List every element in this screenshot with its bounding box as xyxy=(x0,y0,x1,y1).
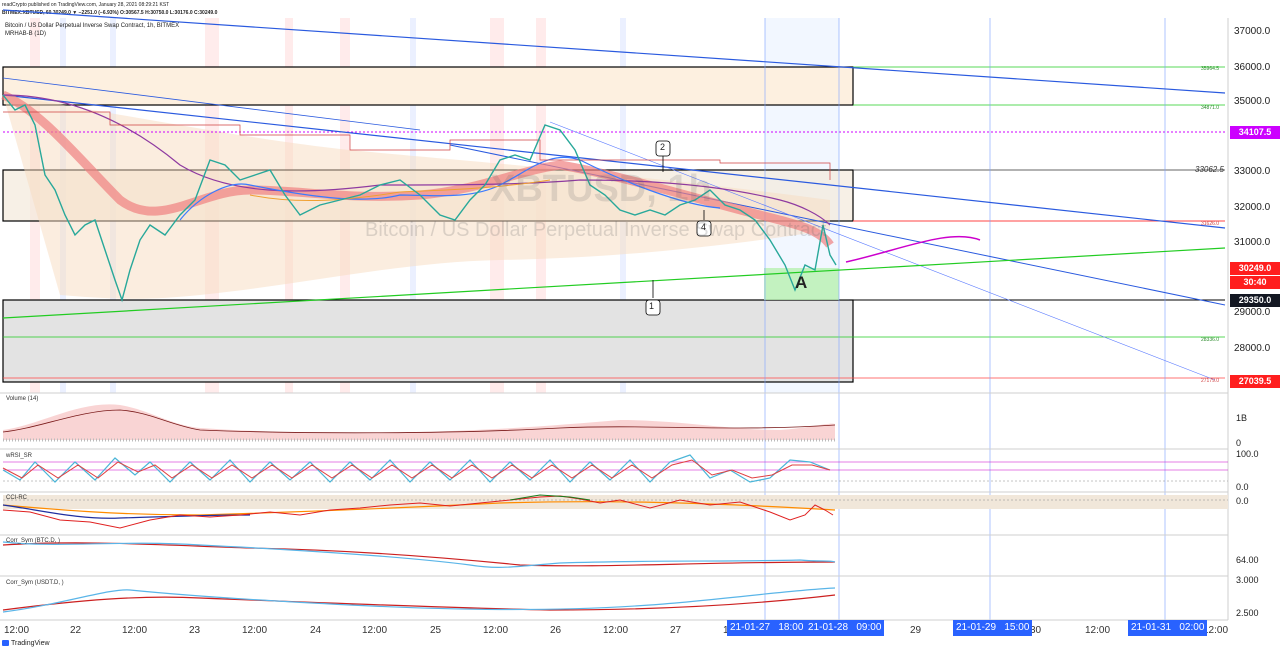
volume-tick: 0 xyxy=(1236,438,1242,448)
callout-4[interactable] xyxy=(696,210,712,237)
level-33062-label: 33062.5 xyxy=(1195,165,1224,174)
forecast-arrow[interactable] xyxy=(845,235,981,263)
wrsi-tick: 0.0 xyxy=(1236,482,1249,492)
wrsi-panel[interactable] xyxy=(2,454,1228,483)
wrsi-tick: 100.0 xyxy=(1236,449,1259,459)
legend-symbol: Bitcoin / US Dollar Perpetual Inverse Sw… xyxy=(5,23,180,29)
price-candles[interactable] xyxy=(2,94,837,303)
callout-2-label: 2 xyxy=(660,142,666,152)
time-highlight: 21-01-29 15:00 xyxy=(953,620,1033,636)
panel-title-corr-usdt: Corr_Sym (USDT.D, ) xyxy=(6,580,64,586)
time-tick: 12:00 xyxy=(122,625,148,636)
level-small-label: 34871.0 xyxy=(1201,105,1220,111)
callout-2[interactable] xyxy=(655,140,671,172)
marker-a: A xyxy=(795,273,808,292)
chart-header: readCrypto published on TradingView.com,… xyxy=(0,0,1280,18)
trendline-mid-blue[interactable] xyxy=(2,94,1226,229)
time-tick: 12:00 xyxy=(4,625,30,636)
panel-title-wrsi: wRSI_SR xyxy=(6,453,33,459)
time-tick: 24 xyxy=(310,625,322,636)
time-highlight: 21-01-28 09:00 xyxy=(805,620,885,636)
corr-btc-tick: 64.00 xyxy=(1236,555,1259,565)
time-tick: 1 xyxy=(723,625,729,636)
watermark-ticker: XBTUSD, 1h xyxy=(490,168,712,210)
trendline-top-short xyxy=(2,77,421,131)
time-tick: 30 xyxy=(1030,625,1042,636)
ma-blue xyxy=(179,156,721,221)
legend-indicator: MRHAB-B (1D) xyxy=(5,31,47,37)
corr-usdt-tick: 2.500 xyxy=(1236,608,1259,618)
level-small-label: 35964.5 xyxy=(1201,66,1220,72)
step-red-line xyxy=(3,111,831,180)
time-highlight: 21-01-31 02:00 xyxy=(1128,620,1208,636)
trendline-thin-blue[interactable] xyxy=(549,121,1216,381)
panel-title-cci: CCI-RC xyxy=(6,495,27,501)
time-tick: 12:00 xyxy=(242,625,268,636)
time-tick: 29 xyxy=(910,625,922,636)
footer-brand: TradingView xyxy=(11,640,50,647)
price-tick: 32000.0 xyxy=(1234,202,1271,213)
time-tick: 12:00 xyxy=(603,625,629,636)
time-tick: 23 xyxy=(189,625,201,636)
price-tick: 33000.0 xyxy=(1234,166,1271,177)
level-small-label: 31626.0 xyxy=(1201,221,1220,227)
watermark-name: Bitcoin / US Dollar Perpetual Inverse Sw… xyxy=(365,219,827,241)
trendline-green[interactable] xyxy=(2,247,1226,319)
time-tick: 12:00 xyxy=(483,625,509,636)
time-tick: 12:00 xyxy=(1085,625,1111,636)
time-tick: 27 xyxy=(670,625,682,636)
callout-4-label: 4 xyxy=(701,222,707,232)
time-tick: 12:00 xyxy=(1203,625,1229,636)
cci-tick: 0.0 xyxy=(1236,496,1249,506)
price-tick: 31000.0 xyxy=(1234,237,1271,248)
price-tick: 29000.0 xyxy=(1234,307,1271,318)
price-tag-last: 30249.0 xyxy=(1230,262,1280,275)
callout-1[interactable] xyxy=(645,280,661,316)
level-small-label: 27179.0 xyxy=(1201,378,1220,384)
ma-orange xyxy=(249,179,551,202)
corr-usdt-tick: 3.000 xyxy=(1236,575,1259,585)
tradingview-footer[interactable]: TradingView xyxy=(0,640,200,654)
price-tag-29350: 29350.0 xyxy=(1230,294,1280,307)
panel-title-volume: Volume (14) xyxy=(6,396,39,402)
price-tick: 36000.0 xyxy=(1234,62,1271,73)
corr-btc-panel[interactable] xyxy=(2,541,836,568)
support-box-bottom[interactable] xyxy=(2,299,854,383)
ma-purple xyxy=(2,94,831,226)
price-tick: 37000.0 xyxy=(1234,26,1271,37)
panel-title-corr-btc: Corr_Sym (BTC.D, ) xyxy=(6,538,60,544)
trendline-top-blue[interactable] xyxy=(2,9,1226,94)
price-tag-34107: 34107.5 xyxy=(1230,126,1280,139)
time-tick: 12:00 xyxy=(362,625,388,636)
corr-usdt-panel[interactable] xyxy=(2,587,836,613)
time-tick: 22 xyxy=(70,625,82,636)
volume-tick: 1B xyxy=(1236,413,1248,423)
price-tag-27039: 27039.5 xyxy=(1230,375,1280,388)
publish-info: readCrypto published on TradingView.com,… xyxy=(2,2,170,8)
price-tick: 35000.0 xyxy=(1234,96,1271,107)
price-tick: 28000.0 xyxy=(1234,343,1271,354)
volume-panel[interactable] xyxy=(2,404,836,442)
time-tick: 26 xyxy=(550,625,562,636)
callout-1-label: 1 xyxy=(649,301,655,311)
tradingview-logo-icon xyxy=(2,640,9,647)
cci-panel[interactable] xyxy=(2,494,1228,529)
chart-legend: Bitcoin / US Dollar Perpetual Inverse Sw… xyxy=(5,22,179,38)
time-highlight: 21-01-27 18:00 xyxy=(727,620,807,636)
symbol-ohlc: BITMEX:XBTUSD, 60 30249.0 ▼ −2251.0 (−6.… xyxy=(2,10,218,16)
resistance-box-top[interactable] xyxy=(2,66,854,106)
time-tick: 25 xyxy=(430,625,442,636)
level-small-label: 28336.0 xyxy=(1201,337,1220,343)
bar-countdown: 30:40 xyxy=(1230,276,1280,289)
